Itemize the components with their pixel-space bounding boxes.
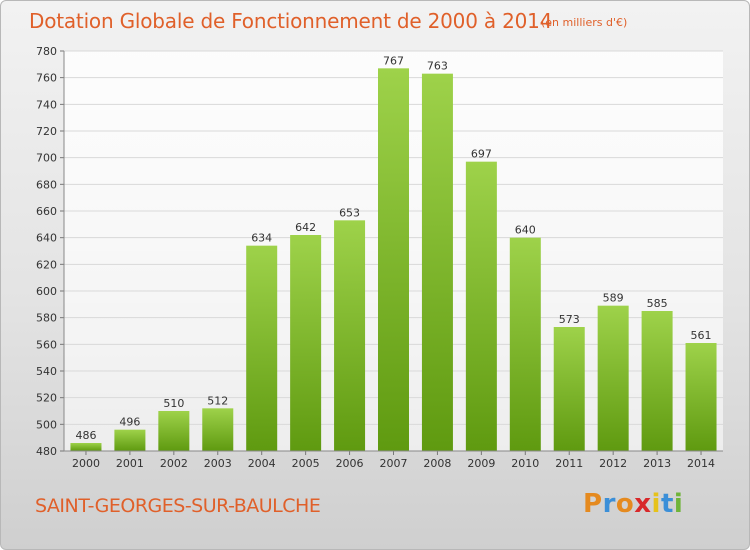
x-tick-label: 2006: [336, 457, 364, 470]
data-label: 653: [339, 206, 360, 219]
data-label: 767: [383, 54, 404, 67]
y-tick-label: 660: [36, 205, 57, 218]
data-label: 763: [427, 60, 448, 73]
data-label: 634: [251, 232, 272, 245]
y-tick-label: 720: [36, 125, 57, 138]
bar-2012: [597, 305, 629, 451]
data-label: 486: [75, 429, 96, 442]
data-label: 510: [163, 397, 184, 410]
y-tick-label: 680: [36, 178, 57, 191]
y-tick-label: 500: [36, 418, 57, 431]
x-tick-label: 2005: [292, 457, 320, 470]
y-tick-label: 600: [36, 285, 57, 298]
chart-unit: (en milliers d'€): [541, 16, 628, 29]
commune-name: SAINT-GEORGES-SUR-BAULCHE: [35, 495, 321, 517]
x-tick-label: 2004: [248, 457, 276, 470]
x-tick-label: 2001: [116, 457, 144, 470]
y-tick-label: 620: [36, 258, 57, 271]
logo-letter: i: [673, 489, 684, 519]
bar-2005: [290, 235, 322, 451]
data-label: 585: [647, 297, 668, 310]
y-tick-label: 640: [36, 232, 57, 245]
data-label: 697: [471, 148, 492, 161]
y-tick-label: 480: [36, 445, 57, 458]
y-tick-label: 560: [36, 338, 57, 351]
logo-letter: P: [583, 489, 603, 519]
data-label: 512: [207, 394, 228, 407]
y-tick-label: 540: [36, 365, 57, 378]
bar-2003: [202, 408, 234, 451]
bar-2006: [334, 220, 366, 451]
x-tick-label: 2014: [687, 457, 715, 470]
proxiti-logo: Proxiti: [583, 489, 683, 519]
y-tick-label: 520: [36, 392, 57, 405]
data-label: 561: [691, 329, 712, 342]
y-tick-label: 760: [36, 72, 57, 85]
data-label: 642: [295, 221, 316, 234]
x-tick-label: 2013: [643, 457, 671, 470]
bar-2001: [114, 429, 146, 451]
y-tick-label: 740: [36, 98, 57, 111]
data-label: 640: [515, 224, 536, 237]
bar-2007: [378, 68, 409, 451]
bar-2000: [70, 443, 102, 451]
bars: [70, 68, 717, 452]
bar-2011: [553, 327, 585, 451]
bar-2010: [509, 237, 541, 451]
data-label: 496: [119, 416, 140, 429]
x-tick-label: 2002: [160, 457, 188, 470]
x-tick-label: 2003: [204, 457, 232, 470]
bar-2013: [641, 311, 673, 451]
logo-letter: x: [634, 489, 652, 519]
x-tick-label: 2000: [72, 457, 100, 470]
logo-letter: i: [651, 489, 661, 519]
x-tick-label: 2010: [511, 457, 539, 470]
bar-2002: [158, 411, 190, 451]
chart-title: Dotation Globale de Fonctionnement de 20…: [29, 9, 553, 33]
bar-2008: [421, 73, 453, 452]
y-axis: 480 500 520 540 560 580 600 620 640 660 680 700 720 7…: [36, 45, 65, 458]
logo-letter: o: [615, 489, 635, 519]
logo-letter: r: [602, 489, 616, 519]
x-axis: 2000 2001 2002 2003 2004 2005 2006 2007 2008 2009…: [64, 450, 723, 470]
x-tick-label: 2011: [555, 457, 583, 470]
bar-2004: [246, 245, 278, 451]
x-tick-label: 2012: [599, 457, 627, 470]
bar-2009: [465, 161, 497, 451]
x-tick-label: 2009: [467, 457, 495, 470]
x-tick-label: 2007: [380, 457, 408, 470]
logo-letter: t: [660, 489, 674, 519]
data-label: 589: [603, 292, 624, 305]
y-tick-label: 700: [36, 152, 57, 165]
y-tick-label: 580: [36, 312, 57, 325]
data-labels: 486 496 510 512 634 642 653 767 763 697 640 573 589 5…: [75, 54, 711, 442]
y-tick-label: 780: [36, 45, 57, 58]
x-tick-label: 2008: [423, 457, 451, 470]
bar-2014: [685, 343, 717, 451]
data-label: 573: [559, 313, 580, 326]
